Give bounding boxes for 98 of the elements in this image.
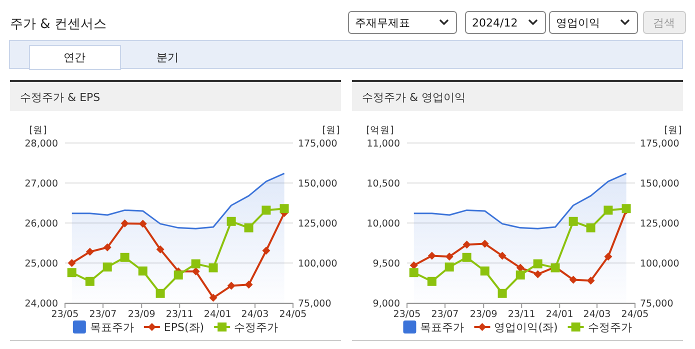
text: 검색	[653, 16, 675, 30]
y-tick-label: 27,000	[24, 178, 58, 190]
y-tick-label: 11,000	[366, 138, 400, 150]
point	[604, 206, 613, 215]
legend-label: 영업이익(좌)	[494, 321, 558, 334]
point	[604, 252, 612, 261]
y-tick-label: 24,000	[24, 298, 58, 310]
x-tick-label: 23/05	[51, 309, 79, 320]
point	[227, 282, 236, 290]
point	[85, 276, 94, 286]
point	[138, 220, 147, 228]
text: 연간	[64, 51, 86, 64]
point	[209, 294, 218, 302]
x-tick-label: 24/03	[583, 309, 611, 320]
x-tick-label: 23/11	[508, 309, 536, 320]
x-tick-label: 24/03	[241, 309, 269, 320]
point	[103, 243, 112, 252]
point	[462, 252, 472, 262]
point	[156, 288, 165, 298]
point	[244, 280, 253, 289]
chart-title: 수정주가 & 영업이익	[362, 91, 466, 104]
chart-title: 수정주가 & EPS	[20, 91, 100, 104]
y-tick-label: 10,000	[366, 218, 400, 230]
point	[192, 267, 200, 276]
point	[120, 219, 129, 228]
point	[480, 266, 490, 276]
point	[262, 246, 270, 255]
y2-tick-label: 150,000	[640, 178, 680, 190]
y2-tick-label: 100,000	[640, 258, 680, 270]
x-tick-label: 23/07	[431, 309, 459, 320]
y-tick-label: 25,000	[24, 258, 58, 270]
point	[208, 263, 218, 272]
point	[226, 216, 236, 226]
legend-label: 수정주가	[588, 321, 632, 334]
x-tick-label: 23/09	[470, 309, 498, 320]
point	[102, 262, 112, 272]
y2-tick-label: 175,000	[640, 138, 680, 150]
point	[138, 266, 148, 276]
y-axis-title: [억원]	[366, 125, 394, 136]
point	[516, 270, 525, 280]
point	[445, 252, 454, 261]
y-axis-title: [원]	[29, 125, 47, 136]
point	[174, 270, 183, 280]
x-tick-label: 23/07	[89, 309, 117, 320]
point	[428, 252, 436, 260]
x-tick-label: 23/05	[393, 309, 421, 320]
y-tick-label: 10,500	[366, 178, 400, 190]
legend-label: EPS(좌)	[164, 321, 204, 334]
legend-label: 목표주가	[420, 321, 464, 334]
x-tick-label: 24/01	[204, 309, 232, 320]
point	[533, 259, 542, 268]
text: 영업이익	[556, 16, 600, 30]
point	[191, 259, 200, 268]
y-tick-label: 9,000	[372, 298, 400, 310]
legend-label: 수정주가	[234, 321, 278, 334]
y2-tick-label: 125,000	[298, 218, 338, 230]
y2-tick-label: 125,000	[640, 218, 680, 230]
y2-axis-title: [원]	[664, 125, 682, 136]
point	[568, 216, 578, 226]
point	[67, 268, 76, 278]
x-tick-label: 24/05	[621, 309, 649, 320]
text: 주가 & 컨센서스	[10, 17, 106, 32]
point	[156, 245, 164, 254]
x-tick-label: 24/01	[546, 309, 574, 320]
x-tick-label: 23/11	[166, 309, 194, 320]
y2-tick-label: 75,000	[298, 298, 332, 310]
point	[68, 259, 76, 267]
text: 2024/12	[472, 16, 518, 30]
point	[462, 240, 471, 249]
y-tick-label: 9,500	[372, 258, 400, 270]
point	[262, 206, 271, 215]
point	[586, 276, 595, 285]
x-tick-label: 23/09	[128, 309, 156, 320]
point	[280, 204, 289, 214]
point	[534, 270, 542, 278]
point	[569, 276, 578, 284]
y2-tick-label: 75,000	[640, 298, 674, 310]
y2-tick-label: 175,000	[298, 138, 338, 150]
y2-tick-label: 150,000	[298, 178, 338, 190]
point	[498, 288, 507, 298]
text: 주재무제표	[355, 16, 410, 30]
point	[244, 223, 254, 232]
y-tick-label: 28,000	[24, 138, 58, 150]
y2-tick-label: 100,000	[298, 258, 338, 270]
point	[498, 252, 506, 260]
legend-label: 목표주가	[90, 321, 134, 334]
point	[120, 252, 130, 262]
text: 분기	[156, 51, 178, 64]
y-tick-label: 26,000	[24, 218, 58, 230]
x-tick-label: 24/05	[279, 309, 307, 320]
point	[427, 276, 436, 286]
point	[444, 262, 454, 272]
y2-axis-title: [원]	[322, 125, 340, 136]
point	[86, 248, 94, 256]
point	[409, 268, 418, 278]
point	[480, 240, 489, 248]
point	[410, 261, 418, 270]
point	[586, 223, 596, 232]
